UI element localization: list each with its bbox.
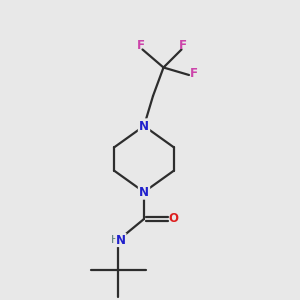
- Text: F: F: [190, 67, 198, 80]
- Text: O: O: [168, 212, 178, 226]
- Text: N: N: [139, 119, 149, 133]
- Text: N: N: [116, 233, 126, 247]
- Text: H: H: [110, 235, 119, 245]
- Text: N: N: [139, 185, 149, 199]
- Text: F: F: [137, 39, 145, 52]
- Text: F: F: [179, 39, 187, 52]
